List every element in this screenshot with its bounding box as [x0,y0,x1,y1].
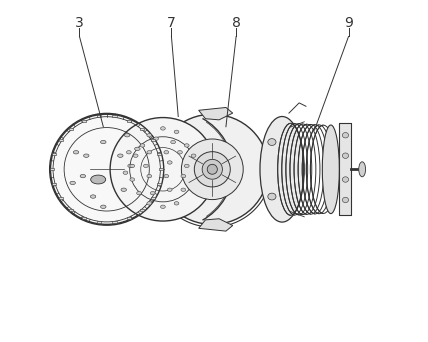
FancyBboxPatch shape [127,217,131,219]
Ellipse shape [121,188,126,192]
Ellipse shape [101,140,106,144]
Ellipse shape [359,162,366,177]
FancyBboxPatch shape [157,153,161,155]
Ellipse shape [167,188,172,192]
FancyBboxPatch shape [59,197,63,199]
FancyBboxPatch shape [140,128,145,130]
FancyBboxPatch shape [69,128,73,130]
Ellipse shape [143,164,148,168]
FancyBboxPatch shape [113,221,116,223]
Ellipse shape [83,154,89,157]
Ellipse shape [174,130,179,133]
FancyBboxPatch shape [82,217,86,219]
FancyBboxPatch shape [157,183,161,185]
FancyBboxPatch shape [151,197,155,199]
FancyBboxPatch shape [52,183,56,185]
FancyBboxPatch shape [127,120,131,122]
Ellipse shape [126,150,131,154]
FancyBboxPatch shape [140,209,145,211]
Ellipse shape [194,152,230,187]
Ellipse shape [342,197,348,203]
Ellipse shape [191,154,196,157]
FancyBboxPatch shape [50,168,54,170]
Ellipse shape [70,181,75,185]
Ellipse shape [90,195,96,198]
Ellipse shape [184,144,189,147]
FancyBboxPatch shape [52,153,56,155]
Ellipse shape [260,117,304,222]
Ellipse shape [150,192,155,195]
Ellipse shape [137,192,141,195]
Ellipse shape [167,161,172,164]
Text: 3: 3 [75,16,84,30]
Ellipse shape [101,205,106,209]
Ellipse shape [91,175,106,184]
Ellipse shape [147,133,152,137]
Ellipse shape [125,133,130,137]
Ellipse shape [123,171,128,174]
Ellipse shape [178,150,182,154]
Ellipse shape [118,154,123,157]
Ellipse shape [322,125,339,213]
Ellipse shape [128,164,133,168]
Ellipse shape [135,147,140,150]
FancyBboxPatch shape [97,221,101,223]
Ellipse shape [147,174,152,178]
Ellipse shape [198,174,203,178]
Ellipse shape [160,205,165,209]
Ellipse shape [268,193,276,200]
FancyBboxPatch shape [113,115,116,117]
Ellipse shape [171,140,175,144]
Ellipse shape [181,174,186,178]
Ellipse shape [164,150,169,154]
Ellipse shape [268,139,276,145]
FancyBboxPatch shape [159,168,163,170]
Ellipse shape [181,139,243,200]
Ellipse shape [207,165,217,174]
FancyBboxPatch shape [59,140,63,142]
FancyBboxPatch shape [97,115,101,117]
Polygon shape [199,107,233,120]
Bar [339,123,351,215]
Text: 8: 8 [232,16,241,30]
FancyBboxPatch shape [69,209,73,211]
Ellipse shape [133,154,138,157]
Ellipse shape [154,137,158,140]
Ellipse shape [198,157,203,161]
Text: 7: 7 [167,16,176,30]
Ellipse shape [342,132,348,138]
Ellipse shape [147,150,152,154]
Ellipse shape [174,202,179,205]
Ellipse shape [164,174,169,178]
Ellipse shape [160,127,165,130]
Ellipse shape [181,188,186,192]
Ellipse shape [156,114,268,224]
Ellipse shape [147,202,152,205]
Ellipse shape [342,153,348,158]
Ellipse shape [184,164,189,168]
Text: 9: 9 [344,16,353,30]
Ellipse shape [80,174,86,178]
Ellipse shape [51,114,163,224]
Ellipse shape [130,164,135,168]
FancyBboxPatch shape [151,140,155,142]
Ellipse shape [342,177,348,182]
Ellipse shape [73,150,79,154]
Ellipse shape [110,118,216,221]
Ellipse shape [130,178,135,181]
Ellipse shape [140,144,145,147]
Polygon shape [199,219,233,231]
Ellipse shape [202,159,223,179]
FancyBboxPatch shape [82,120,86,122]
